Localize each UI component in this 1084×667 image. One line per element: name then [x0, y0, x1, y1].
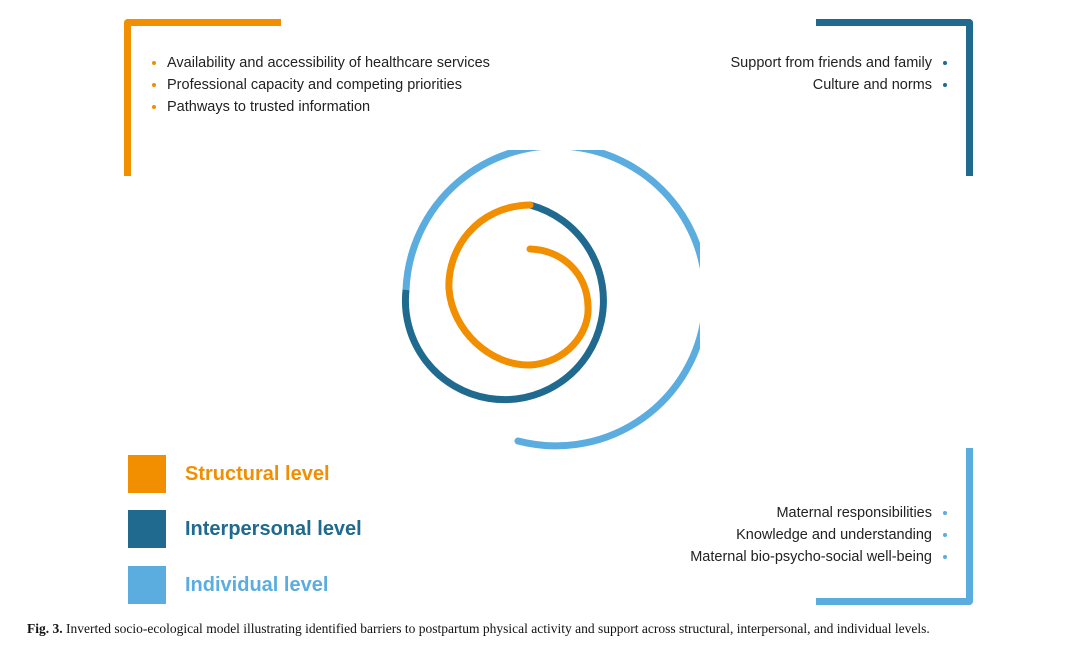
spiral-individual-segment	[402, 150, 700, 450]
interpersonal-bracket	[816, 19, 973, 176]
individual-bracket	[816, 448, 973, 605]
structural-bracket	[124, 19, 281, 176]
interpersonal-barrier-item: Support from friends and family	[731, 52, 947, 74]
legend-swatch-individual	[128, 566, 166, 604]
structural-barrier-item: Availability and accessibility of health…	[152, 52, 490, 74]
bullet-icon	[152, 105, 156, 109]
legend-swatch-interpersonal	[128, 510, 166, 548]
interpersonal-barrier-list: Support from friends and family Culture …	[731, 52, 947, 96]
structural-barrier-item: Professional capacity and competing prio…	[152, 74, 490, 96]
bullet-icon	[152, 83, 156, 87]
figure-label: Fig. 3.	[27, 621, 63, 636]
individual-barrier-item: Maternal responsibilities	[690, 502, 947, 524]
bullet-icon	[943, 61, 947, 65]
spiral-diagram	[401, 150, 700, 450]
individual-barrier-list: Maternal responsibilities Knowledge and …	[690, 502, 947, 568]
interpersonal-barrier-item: Culture and norms	[731, 74, 947, 96]
spiral-interpersonal-segment	[401, 201, 607, 404]
legend-interpersonal: Interpersonal level	[128, 510, 362, 548]
structural-barrier-item: Pathways to trusted information	[152, 96, 490, 118]
legend-structural: Structural level	[128, 455, 330, 493]
bullet-icon	[943, 83, 947, 87]
individual-barrier-item: Maternal bio-psycho-social well-being	[690, 546, 947, 568]
individual-barrier-item: Knowledge and understanding	[690, 524, 947, 546]
caption-text: Inverted socio-ecological model illustra…	[66, 621, 930, 636]
bullet-icon	[943, 555, 947, 559]
bullet-icon	[943, 533, 947, 537]
bullet-icon	[943, 511, 947, 515]
legend-individual: Individual level	[128, 566, 328, 604]
structural-barrier-list: Availability and accessibility of health…	[152, 52, 490, 118]
figure-caption: Fig. 3. Inverted socio-ecological model …	[27, 620, 1057, 638]
legend-swatch-structural	[128, 455, 166, 493]
bullet-icon	[152, 61, 156, 65]
spiral-structural-segment	[445, 201, 592, 369]
